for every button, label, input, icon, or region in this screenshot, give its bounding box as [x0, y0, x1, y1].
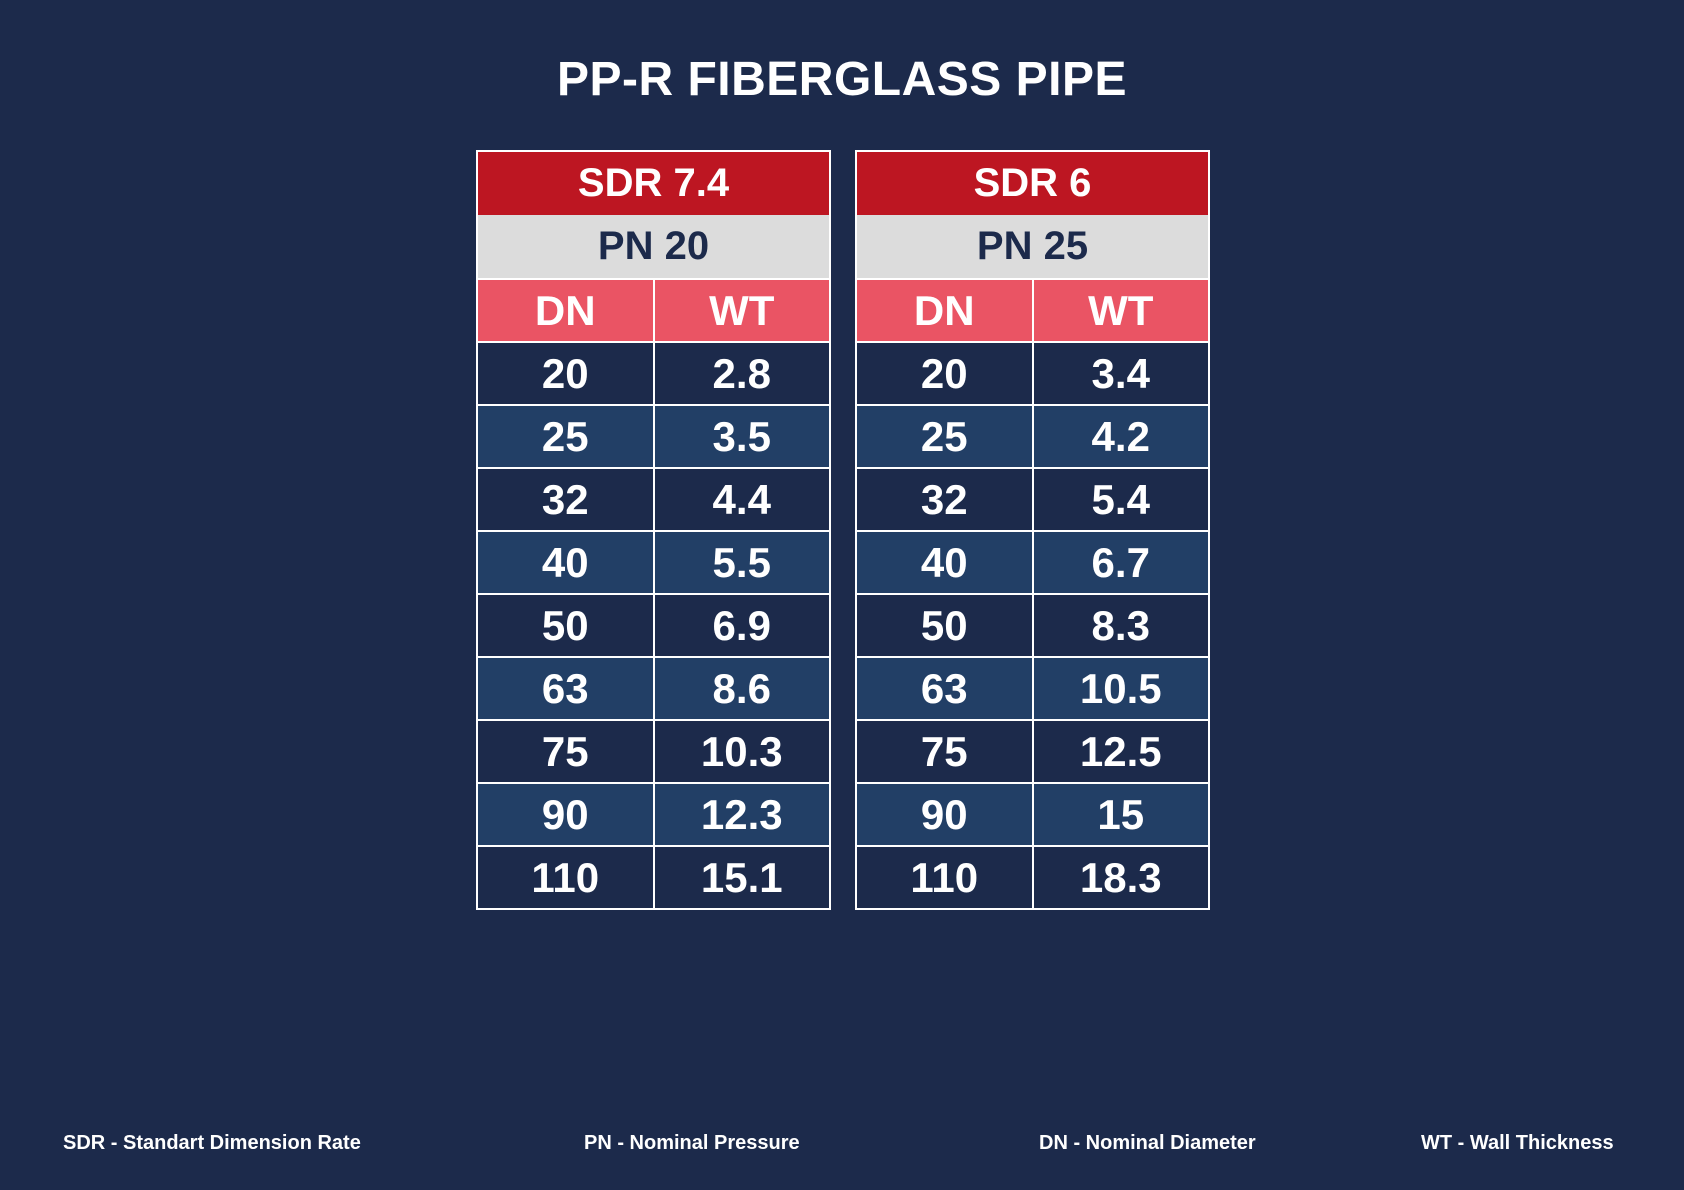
column-header-wt: WT: [1031, 280, 1208, 341]
wt-cell: 8.6: [652, 658, 830, 719]
wt-cell: 12.5: [1031, 721, 1209, 782]
dn-cell: 50: [920, 601, 968, 649]
column-header-row: DN WT: [857, 278, 1208, 341]
sdr-header: SDR 6: [857, 152, 1208, 215]
spec-table-sdr-7-4: SDR 7.4 PN 20 DN WT 20 2.8 25 3.5 32 4.4…: [476, 150, 831, 910]
table-row: 90 15: [857, 782, 1208, 845]
table-row: 90 12.3: [478, 782, 829, 845]
table-row: 75 12.5: [857, 719, 1208, 782]
table-row: 40 5.5: [478, 530, 829, 593]
dn-cell: 32: [920, 475, 968, 523]
legend-dn: DN - Nominal Diameter: [1039, 1132, 1256, 1154]
table-row: 50 8.3: [857, 593, 1208, 656]
legend-sdr: SDR - Standart Dimension Rate: [63, 1132, 361, 1154]
wt-cell: 8.3: [1031, 595, 1209, 656]
table-row: 25 3.5: [478, 404, 829, 467]
table-row: 75 10.3: [478, 719, 829, 782]
dn-cell: 75: [541, 727, 589, 775]
wt-cell: 10.3: [652, 721, 830, 782]
column-header-row: DN WT: [478, 278, 829, 341]
table-row: 40 6.7: [857, 530, 1208, 593]
wt-cell: 5.5: [652, 532, 830, 593]
table-row: 110 18.3: [857, 845, 1208, 908]
dn-cell: 63: [920, 664, 968, 712]
legend-pn: PN - Nominal Pressure: [584, 1132, 800, 1154]
legend-wt: WT - Wall Thickness: [1421, 1132, 1614, 1154]
table-row: 32 4.4: [478, 467, 829, 530]
wt-cell: 12.3: [652, 784, 830, 845]
dn-cell: 63: [541, 664, 589, 712]
dn-cell: 75: [920, 727, 968, 775]
column-header-dn: DN: [857, 280, 1032, 341]
tables-container: SDR 7.4 PN 20 DN WT 20 2.8 25 3.5 32 4.4…: [476, 150, 1210, 910]
page-title: PP-R FIBERGLASS PIPE: [556, 53, 1128, 106]
table-row: 110 15.1: [478, 845, 829, 908]
dn-cell: 40: [541, 538, 589, 586]
table-row: 20 3.4: [857, 341, 1208, 404]
table-row: 63 10.5: [857, 656, 1208, 719]
dn-cell: 90: [920, 790, 968, 838]
column-header-dn: DN: [478, 280, 653, 341]
dn-cell: 90: [541, 790, 589, 838]
wt-cell: 2.8: [652, 343, 830, 404]
spec-table-sdr-6: SDR 6 PN 25 DN WT 20 3.4 25 4.2 32 5.4 4…: [855, 150, 1210, 910]
dn-cell: 20: [541, 349, 589, 397]
dn-cell: 110: [910, 853, 979, 901]
table-row: 63 8.6: [478, 656, 829, 719]
wt-cell: 6.9: [652, 595, 830, 656]
wt-cell: 3.5: [652, 406, 830, 467]
dn-cell: 32: [541, 475, 589, 523]
dn-cell: 110: [531, 853, 600, 901]
wt-cell: 3.4: [1031, 343, 1209, 404]
dn-cell: 50: [541, 601, 589, 649]
wt-cell: 4.4: [652, 469, 830, 530]
pn-header: PN 20: [478, 215, 829, 278]
wt-cell: 18.3: [1031, 847, 1209, 908]
wt-cell: 4.2: [1031, 406, 1209, 467]
dn-cell: 25: [541, 412, 589, 460]
dn-cell: 25: [920, 412, 968, 460]
table-row: 32 5.4: [857, 467, 1208, 530]
dn-cell: 40: [920, 538, 968, 586]
column-header-wt: WT: [652, 280, 829, 341]
pn-header: PN 25: [857, 215, 1208, 278]
wt-cell: 6.7: [1031, 532, 1209, 593]
table-row: 20 2.8: [478, 341, 829, 404]
sdr-header: SDR 7.4: [478, 152, 829, 215]
dn-cell: 20: [920, 349, 968, 397]
table-row: 50 6.9: [478, 593, 829, 656]
wt-cell: 10.5: [1031, 658, 1209, 719]
wt-cell: 15: [1031, 784, 1209, 845]
wt-cell: 5.4: [1031, 469, 1209, 530]
table-row: 25 4.2: [857, 404, 1208, 467]
wt-cell: 15.1: [652, 847, 830, 908]
